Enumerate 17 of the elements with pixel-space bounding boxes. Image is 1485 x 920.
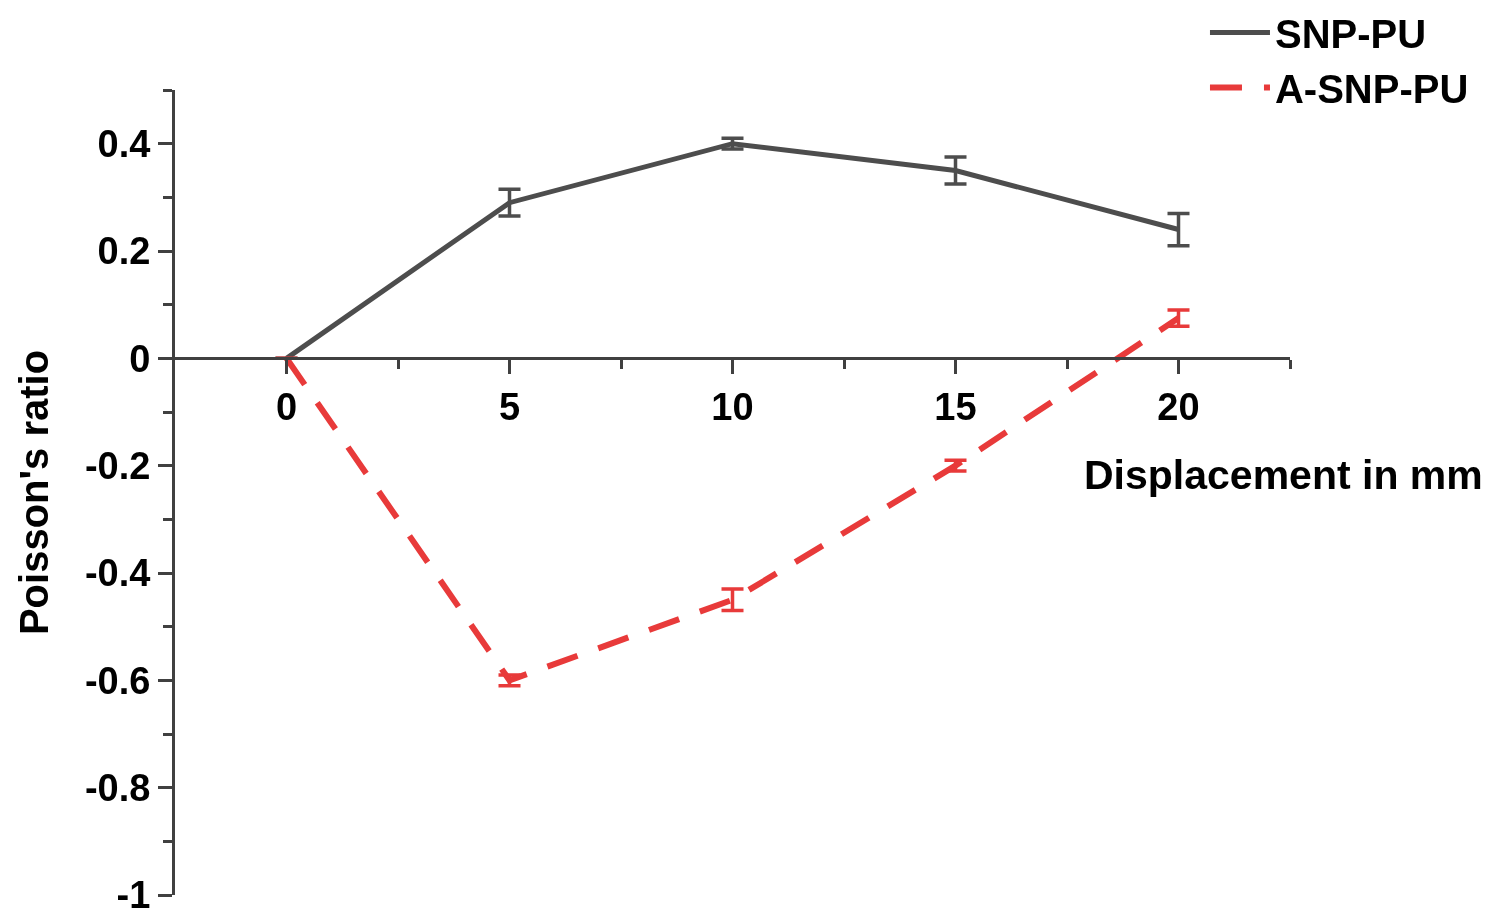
y-axis-title: Poisson's ratio: [12, 349, 57, 636]
y-tick-label: -1: [116, 874, 151, 917]
x-tick-label: 15: [934, 385, 977, 428]
y-tick-label: -0.4: [84, 552, 151, 595]
legend-label: SNP-PU: [1274, 12, 1427, 57]
x-tick-label: 10: [711, 385, 754, 428]
x-tick-label: 5: [498, 385, 521, 428]
y-tick-label: -0.2: [84, 444, 151, 487]
x-tick-label: 0: [275, 385, 298, 428]
legend-label: A-SNP-PU: [1274, 67, 1469, 112]
y-tick-label: -0.8: [84, 766, 151, 809]
y-tick-label: 0.4: [97, 122, 151, 165]
x-axis-title: Displacement in mm: [1084, 452, 1483, 498]
x-tick-label: 20: [1157, 385, 1200, 428]
y-tick-label: -0.6: [84, 659, 151, 702]
y-tick-label: 0: [129, 337, 151, 380]
y-tick-label: 0.2: [97, 230, 151, 273]
